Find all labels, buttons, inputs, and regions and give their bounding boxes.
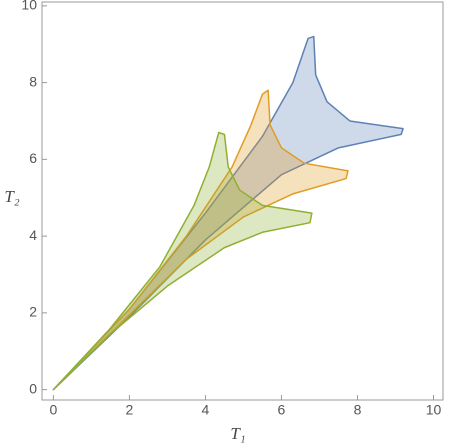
y-tick-label: 6: [29, 150, 37, 166]
x-tick-label: 8: [354, 402, 362, 418]
x-tick-label: 10: [426, 402, 442, 418]
region: [52, 131, 313, 391]
plot-frame: [41, 1, 444, 401]
y-tick-label: 10: [21, 0, 37, 13]
x-axis-label: T₁: [230, 424, 245, 443]
x-tick-label: 4: [202, 402, 210, 418]
x-tick-label: 0: [50, 402, 58, 418]
y-tick-label: 8: [29, 73, 37, 89]
x-tick-label: 2: [126, 402, 134, 418]
y-tick-label: 2: [29, 304, 37, 320]
region: [52, 35, 404, 391]
x-tick-label: 6: [278, 402, 286, 418]
y-tick-label: 0: [29, 380, 37, 396]
y-axis-label: T₂: [4, 187, 19, 206]
region: [52, 89, 349, 391]
y-tick-label: 4: [29, 227, 37, 243]
